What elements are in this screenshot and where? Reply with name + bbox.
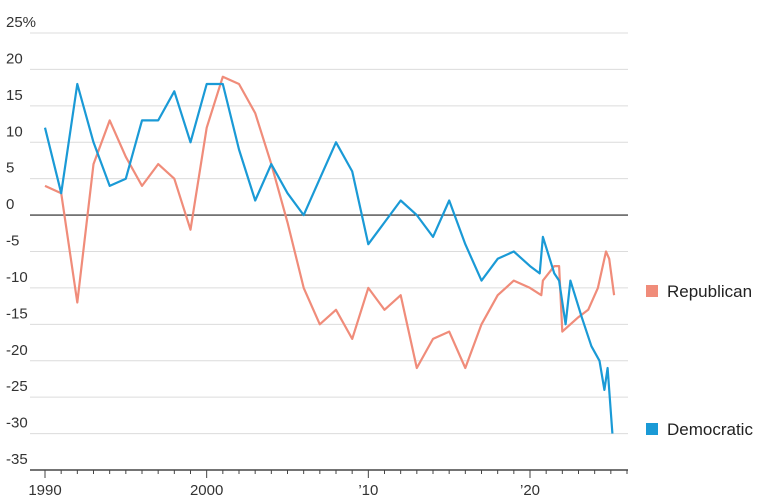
- series-lines: [43, 75, 616, 434]
- y-tick-label: 10: [6, 123, 23, 140]
- legend-swatch-democratic: [646, 423, 658, 435]
- gridlines: [30, 32, 628, 471]
- legend-label-republican: Republican: [667, 282, 752, 301]
- x-tick-label: ’10: [358, 482, 378, 499]
- y-tick-label: -15: [6, 305, 28, 322]
- series-line-republican: [44, 75, 616, 370]
- x-axis: 1990 2000 ’10 ’20: [28, 469, 628, 499]
- y-tick-label: 5: [6, 160, 14, 177]
- y-tick-label: -25: [6, 378, 28, 395]
- y-tick-label: -35: [6, 451, 28, 468]
- y-tick-label: -20: [6, 342, 28, 359]
- legend-swatch-republican: [646, 285, 658, 297]
- y-tick-label: 0: [6, 196, 14, 213]
- x-tick-label: 2000: [190, 482, 223, 499]
- legend-label-democratic: Democratic: [667, 420, 753, 439]
- y-axis-labels: 25% 20 15 10 5 0 -5 -10 -15 -20 -25 -30 -35: [6, 14, 36, 468]
- x-tick-label: 1990: [28, 482, 61, 499]
- y-tick-label: -30: [6, 415, 28, 432]
- y-tick-label: 20: [6, 50, 23, 67]
- series-line-democratic: [43, 82, 614, 434]
- y-tick-label: 15: [6, 87, 23, 104]
- y-tick-label: -10: [6, 269, 28, 286]
- y-tick-label: 25%: [6, 14, 36, 31]
- y-tick-label: -5: [6, 233, 19, 250]
- legend: Republican Democratic: [646, 282, 753, 439]
- x-tick-label: ’20: [520, 482, 540, 499]
